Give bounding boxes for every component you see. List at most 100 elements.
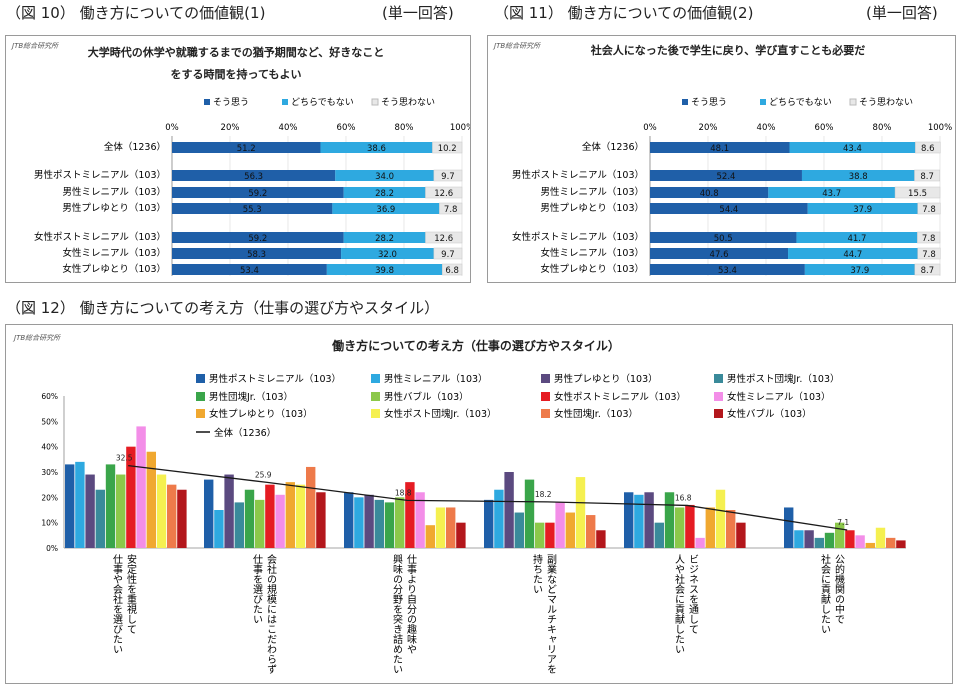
bar-segment (172, 248, 342, 259)
bar (295, 484, 306, 548)
bar (275, 494, 285, 548)
bar-segment (807, 203, 918, 214)
bar (244, 489, 255, 548)
bar (524, 479, 535, 548)
bar (634, 494, 644, 548)
y-tick-label: 30% (41, 468, 58, 477)
bar-segment (439, 202, 463, 215)
legend-label: そう思わない (859, 97, 913, 108)
bar-segment (343, 187, 426, 198)
data-label: 36.9 (376, 205, 395, 215)
bar (95, 489, 105, 548)
data-label: 56.3 (244, 172, 263, 182)
category-label: 会社の規模にはこだわらず (265, 553, 277, 674)
bar (814, 537, 824, 548)
data-label: 32.0 (378, 250, 397, 260)
line-data-label: 18.8 (395, 488, 412, 497)
data-label: 7.8 (922, 205, 936, 215)
legend-swatch (714, 392, 723, 401)
data-label: 39.8 (375, 266, 394, 276)
category-label: 女性プレゆとり（103） (540, 263, 644, 275)
legend-swatch (714, 409, 723, 418)
category-label: 男性ミレニアル（103） (62, 186, 166, 198)
data-label: 28.2 (375, 234, 394, 244)
legend-label: そう思う (213, 97, 249, 108)
source-label: JTB総合研究所 (494, 42, 541, 50)
bar-segment (894, 186, 941, 199)
legend-swatch (371, 409, 380, 418)
source-label: JTB総合研究所 (12, 42, 59, 50)
bar-segment (172, 264, 327, 275)
legend-label: 女性ポストミレニアル（103） (554, 391, 686, 403)
y-tick-label: 60% (41, 392, 58, 401)
bar-segment (768, 187, 896, 198)
category-label: 興味の分野を突き詰めたい (391, 554, 403, 674)
x-tick-label: 100% (928, 123, 952, 133)
data-label: 41.7 (847, 234, 866, 244)
x-tick-label: 80% (873, 123, 892, 133)
x-tick-label: 20% (221, 123, 240, 133)
bar (514, 512, 524, 548)
bar (624, 492, 634, 548)
legend-swatch (541, 374, 550, 383)
bar-segment (650, 142, 790, 153)
y-tick-label: 10% (41, 519, 58, 528)
data-label: 53.4 (240, 266, 259, 276)
data-label: 28.2 (375, 189, 394, 199)
line-data-label: 7.1 (837, 518, 849, 527)
bar-segment (796, 232, 918, 243)
data-label: 44.7 (843, 250, 862, 260)
x-tick-label: 40% (757, 123, 776, 133)
legend-label: そう思う (691, 97, 727, 108)
legend-label: 女性団塊Jr.（103） (554, 408, 638, 420)
bar-segment (172, 187, 344, 198)
legend-label: そう思わない (381, 97, 435, 108)
legend-label: 全体（1236） (214, 427, 276, 439)
category-label: 女性ポストミレニアル（103） (34, 231, 166, 243)
bar-segment (650, 248, 789, 259)
bar-segment (650, 187, 769, 198)
bar (654, 522, 664, 548)
legend-label: どちらでもない (291, 97, 354, 108)
bar (596, 530, 606, 548)
legend-label: 女性プレゆとり（103） (209, 408, 313, 420)
bar (555, 502, 565, 548)
bar (545, 522, 555, 548)
x-tick-label: 80% (395, 123, 414, 133)
chart-panel-fig11: JTB総合研究所 社会人になった後で学生に戻り、学び直すことも必要だ そう思う ど… (487, 35, 956, 283)
bar (214, 510, 224, 548)
bar (736, 522, 746, 548)
category-label: 男性プレゆとり（103） (540, 202, 644, 214)
bar (865, 542, 875, 548)
data-label: 7.8 (922, 234, 936, 244)
bar-segment (917, 231, 941, 244)
legend-swatch (196, 409, 205, 418)
chart-fig11: そう思う どちらでもない そう思わない 0% 20% 40% 60% 80% 100% 全体（12… (512, 97, 952, 276)
data-label: 15.5 (908, 189, 927, 199)
category-label: 仕事を選びたい (251, 553, 263, 624)
legend-swatch (714, 374, 723, 383)
bar (354, 497, 364, 548)
bar (126, 446, 136, 548)
bar (695, 537, 705, 548)
bar (265, 484, 275, 548)
bar-segment (914, 169, 940, 182)
bar (565, 512, 575, 548)
bar-segment (425, 186, 463, 199)
data-label: 55.3 (243, 205, 262, 215)
bar (484, 499, 494, 548)
fig11-caption: （図 11） 働き方についての価値観(2) (494, 4, 754, 22)
bar-segment (341, 248, 434, 259)
data-label: 54.4 (719, 205, 738, 215)
bar-segment (432, 141, 463, 154)
fig12-caption: （図 12） 働き方についての考え方（仕事の選び方やスタイル） (6, 299, 440, 317)
x-tick-label: 100% (450, 123, 470, 133)
category-label: 男性ポストミレニアル（103） (512, 169, 644, 181)
legend-swatch (371, 98, 379, 106)
legend-swatch (196, 374, 205, 383)
data-label: 53.4 (718, 266, 737, 276)
data-label: 40.8 (700, 189, 719, 199)
legend-label: 男性プレゆとり（103） (554, 373, 658, 385)
bar (136, 426, 146, 548)
data-label: 8.7 (921, 266, 935, 276)
